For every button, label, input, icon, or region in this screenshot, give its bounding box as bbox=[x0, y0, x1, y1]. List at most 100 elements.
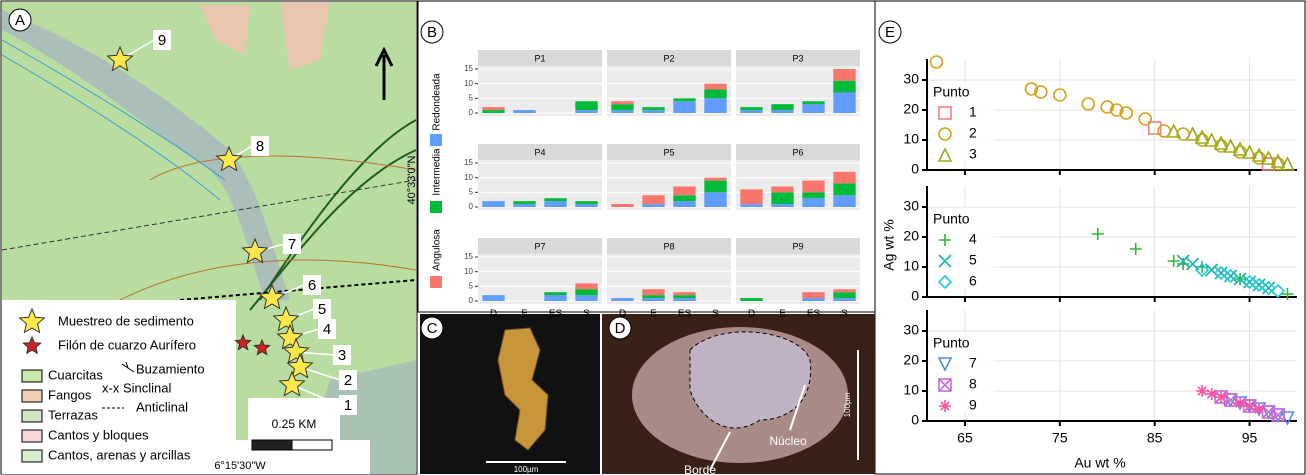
bar-segment bbox=[482, 201, 505, 207]
map-legend-box bbox=[2, 300, 370, 474]
legend-star bbox=[22, 335, 42, 355]
bar-segment bbox=[611, 101, 634, 105]
bar-segment bbox=[673, 201, 696, 207]
bar-segment bbox=[802, 104, 825, 113]
legend-marker bbox=[937, 357, 953, 372]
marker-part bbox=[1147, 121, 1162, 135]
bar-segment bbox=[575, 289, 598, 296]
site-label-bg bbox=[251, 136, 269, 156]
facet-title: P6 bbox=[792, 147, 803, 157]
legend-text: Cuarcitas bbox=[48, 367, 103, 382]
bar-segment bbox=[704, 180, 727, 193]
legend-text: 2 bbox=[969, 125, 977, 141]
marker-part bbox=[1215, 391, 1228, 403]
marker-part bbox=[1186, 257, 1200, 271]
y-tick-label: 0 bbox=[469, 202, 474, 211]
site-label: 7 bbox=[288, 236, 296, 253]
bar-segment bbox=[802, 192, 825, 199]
y-tick-label: 5 bbox=[469, 281, 474, 290]
point bbox=[1242, 274, 1257, 290]
marker-part bbox=[1166, 123, 1181, 138]
legend-text: Fangos bbox=[48, 387, 92, 402]
bar-segment bbox=[611, 204, 634, 207]
marker-part bbox=[1034, 85, 1048, 99]
legend-text: Intermedia bbox=[432, 148, 443, 196]
facet-title: P3 bbox=[792, 53, 803, 63]
stream bbox=[1, 39, 226, 201]
y-tick-label: 30 bbox=[903, 198, 919, 214]
legend-title: Punto bbox=[933, 84, 970, 100]
x-tick-label: ES bbox=[678, 309, 692, 320]
point bbox=[1166, 123, 1181, 138]
bar-segment bbox=[740, 189, 763, 205]
bar-segment bbox=[833, 171, 856, 184]
point bbox=[1251, 147, 1267, 162]
legend-text: Cantos, arenas y arcillas bbox=[48, 447, 191, 462]
marker-part bbox=[929, 55, 944, 69]
bar-segment bbox=[833, 80, 856, 93]
marker-part bbox=[1091, 228, 1104, 240]
point bbox=[1194, 262, 1210, 278]
sinclinal-trace bbox=[1, 179, 417, 251]
point bbox=[1280, 156, 1295, 171]
panel-letter: E bbox=[885, 24, 895, 41]
bar-segment bbox=[513, 204, 536, 207]
legend-marker bbox=[939, 400, 951, 412]
bar-segment bbox=[513, 201, 536, 205]
bar-segment bbox=[771, 204, 794, 207]
y-tick-label: 30 bbox=[903, 322, 919, 338]
leader bbox=[299, 366, 341, 381]
site-star bbox=[286, 352, 314, 379]
marker-part bbox=[1251, 147, 1267, 162]
point bbox=[1253, 403, 1266, 415]
point bbox=[1034, 85, 1048, 99]
marker-part bbox=[939, 234, 951, 246]
marker-part bbox=[1232, 141, 1248, 156]
bar-segment bbox=[513, 110, 536, 113]
bar-segment bbox=[611, 298, 634, 301]
marker-part bbox=[938, 127, 952, 141]
point bbox=[1261, 150, 1276, 165]
facet-title: P1 bbox=[534, 53, 545, 63]
y-tick-label: 0 bbox=[911, 288, 919, 304]
legend-title: Punto bbox=[933, 211, 970, 227]
bar-segment bbox=[704, 89, 727, 99]
bar-segment bbox=[740, 298, 763, 301]
leader bbox=[291, 384, 341, 406]
marker-part bbox=[1185, 126, 1200, 141]
site-star bbox=[282, 337, 310, 364]
marker-part bbox=[1138, 112, 1153, 126]
x-tick-label: ES bbox=[807, 309, 821, 320]
y-tick-label: 0 bbox=[911, 412, 919, 428]
site-star bbox=[278, 370, 306, 397]
bar-segment bbox=[673, 98, 696, 102]
bar-segment bbox=[833, 292, 856, 299]
site-star bbox=[258, 283, 286, 310]
point bbox=[1196, 385, 1209, 397]
y-tick-label: 0 bbox=[469, 296, 474, 305]
marker-part bbox=[1243, 400, 1256, 412]
site-label: 2 bbox=[344, 372, 352, 389]
site-label: 5 bbox=[318, 301, 326, 318]
x-tick-label: S bbox=[712, 309, 719, 320]
marker-part bbox=[1213, 135, 1229, 150]
scale-bar-dark bbox=[251, 439, 293, 451]
y-tick-label: 0 bbox=[469, 108, 474, 117]
legend-text: Filón de cuarzo Aurífero bbox=[58, 337, 196, 352]
point bbox=[1194, 129, 1210, 144]
y-tick-label: 10 bbox=[903, 131, 919, 147]
scale-label: 0.25 KM bbox=[272, 417, 317, 431]
panel-letter: A bbox=[15, 12, 25, 29]
marker-part bbox=[937, 357, 953, 372]
marker-part bbox=[1100, 100, 1115, 114]
legend-key bbox=[430, 201, 442, 213]
fangos-area bbox=[200, 2, 330, 70]
gold-grain bbox=[497, 327, 549, 451]
point bbox=[1091, 228, 1104, 240]
marker-part bbox=[1242, 144, 1257, 159]
site-label: 4 bbox=[323, 321, 331, 338]
y-tick-label: 20 bbox=[903, 228, 919, 244]
site-label: 9 bbox=[158, 32, 166, 49]
marker-part bbox=[938, 378, 952, 392]
point bbox=[1243, 400, 1256, 412]
